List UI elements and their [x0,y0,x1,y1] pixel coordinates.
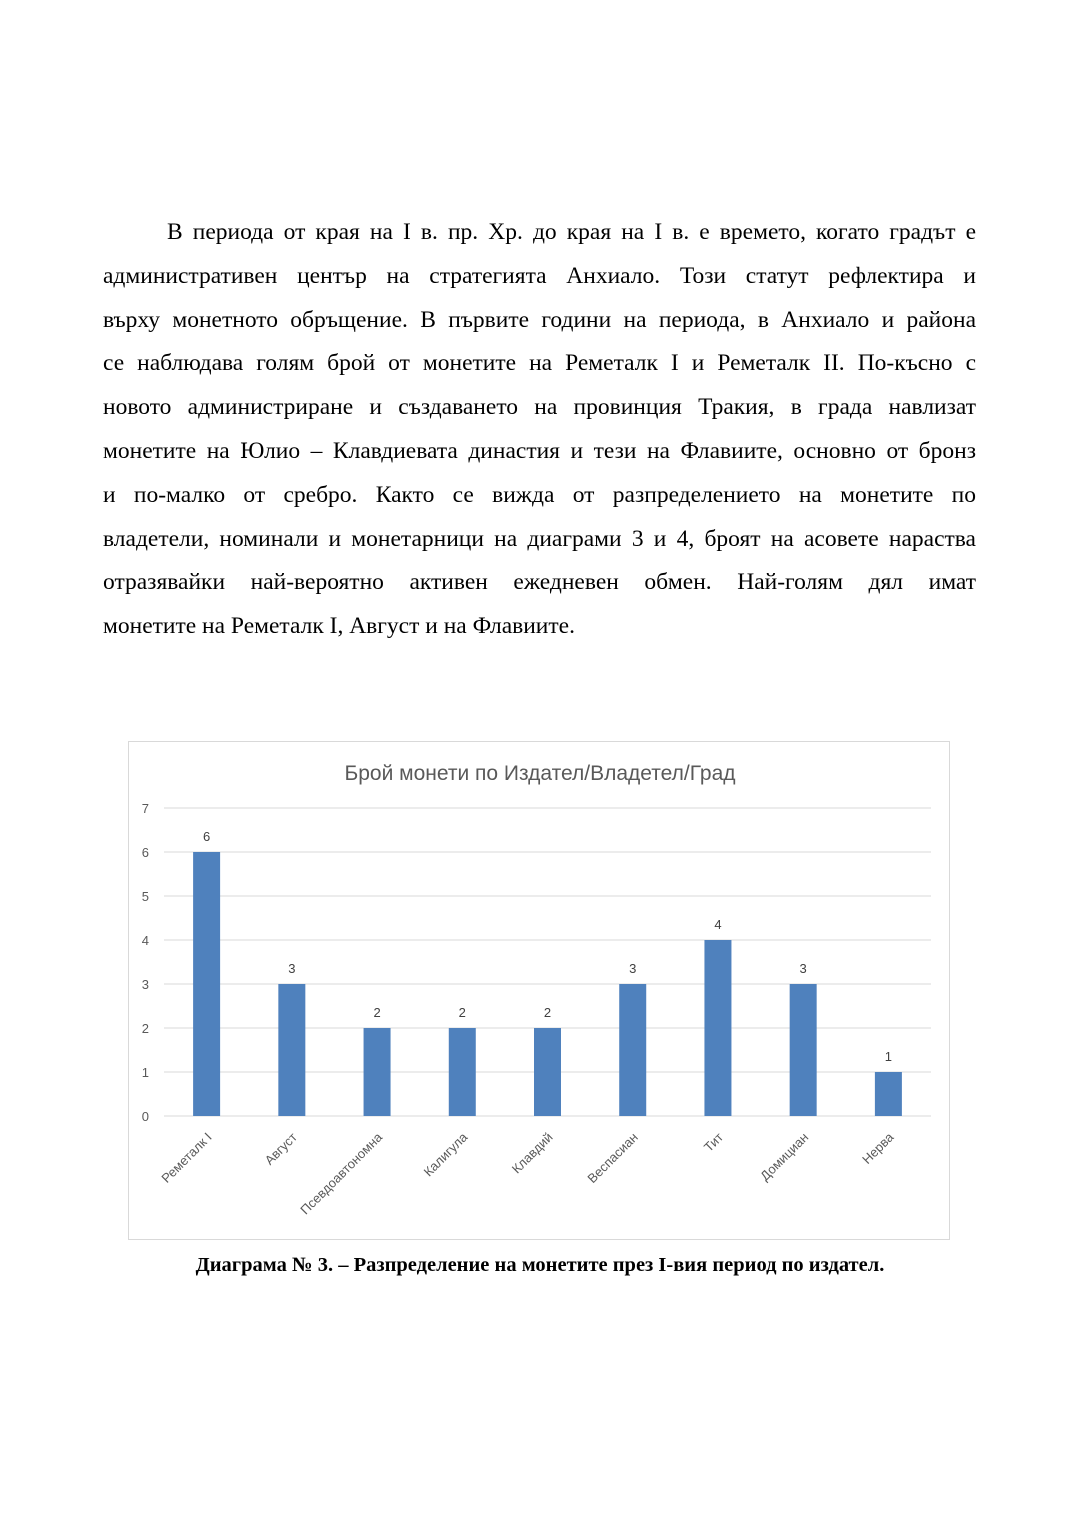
y-tick-label: 3 [142,977,149,992]
paragraph-line: върху монетното обръщение. В първите год… [103,306,976,333]
data-label: 1 [885,1049,892,1064]
bar [534,1028,561,1116]
paragraph-line: се наблюдава голям брой от монетите на Р… [103,350,976,377]
y-tick-label: 4 [142,933,149,948]
y-tick-label: 2 [142,1021,149,1036]
paragraph-line: монетите на Реметалк I, Август и на Флав… [103,613,575,640]
y-tick-label: 6 [142,845,149,860]
figure-caption: Диаграма № 3. – Разпределение на монетит… [195,1254,885,1276]
x-tick-label: Веспасиан [584,1130,640,1186]
data-label: 6 [203,829,210,844]
x-tick-label: Август [262,1129,300,1167]
y-tick-label: 5 [142,889,149,904]
bar [874,1072,902,1116]
bar [789,984,817,1116]
paragraph-line: монетите на Юлио – Клавдиевата династия … [103,437,976,464]
chart-title: Брой монети по Издател/Владетел/Град [344,762,735,785]
data-label: 3 [288,961,295,976]
paragraph-line: административен център на стратегията Ан… [103,262,976,289]
x-tick-label: Псевдоавтономна [297,1129,385,1217]
x-tick-label: Калигула [421,1129,471,1179]
x-tick-label: Клавдий [509,1130,556,1177]
paragraph-line: новото администриране и създаването на п… [103,394,976,421]
data-label: 3 [800,961,807,976]
bar [278,984,306,1116]
bar [704,940,732,1116]
data-label: 2 [459,1005,466,1020]
bar [363,1028,391,1116]
paragraph-line: В периода от края на I в. пр. Хр. до кра… [167,219,976,245]
paragraph-line: и по-малко от сребро. Както се вижда от … [103,481,976,508]
y-tick-label: 7 [142,801,149,816]
bar-chart-svg: Брой монети по Издател/Владетел/Град 0 1 2… [142,762,931,1217]
data-label: 4 [714,917,721,932]
bar [619,984,647,1116]
x-tick-label: Тит [701,1129,726,1154]
data-label: 2 [544,1005,551,1020]
x-tick-label: Домициан [757,1130,811,1184]
paragraph-line: отразявайки най-вероятно активен ежеднев… [103,569,976,596]
x-tick-label: Реметалк I [158,1130,214,1186]
paragraph-line: владетели, номинали и монетарници на диа… [103,525,976,552]
x-tick-label: Нерва [859,1129,897,1167]
data-label: 3 [629,961,636,976]
bar [193,852,221,1116]
bar [448,1028,476,1116]
chart: Брой монети по Издател/Владетел/Град 0 1 2… [128,741,950,1240]
y-tick-label: 0 [142,1109,149,1124]
data-label: 2 [373,1005,380,1020]
y-tick-label: 1 [142,1065,149,1080]
body-paragraph: В периода от края на I в. пр. Хр. до кра… [103,214,976,652]
